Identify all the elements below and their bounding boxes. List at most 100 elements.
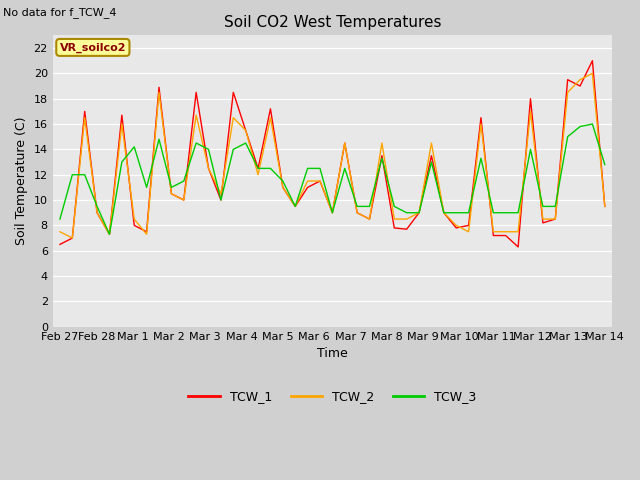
TCW_3 <box>267 166 275 171</box>
TCW_3 <box>552 204 559 209</box>
TCW_3 <box>452 210 460 216</box>
TCW_3 <box>316 166 324 171</box>
TCW_3 <box>279 178 287 184</box>
TCW_3 <box>539 204 547 209</box>
TCW_3 <box>390 204 398 209</box>
TCW_2 <box>68 235 76 241</box>
TCW_3 <box>217 197 225 203</box>
TCW_3 <box>56 216 64 222</box>
TCW_2 <box>279 184 287 190</box>
TCW_2 <box>465 229 472 235</box>
Line: TCW_2: TCW_2 <box>60 73 605 238</box>
TCW_1 <box>267 106 275 112</box>
TCW_3 <box>93 204 101 209</box>
TCW_3 <box>291 204 299 209</box>
TCW_3 <box>304 166 312 171</box>
TCW_2 <box>304 178 312 184</box>
TCW_1 <box>279 184 287 190</box>
TCW_1 <box>601 204 609 209</box>
TCW_2 <box>515 229 522 235</box>
Text: VR_soilco2: VR_soilco2 <box>60 42 126 52</box>
TCW_2 <box>502 229 509 235</box>
TCW_1 <box>490 233 497 239</box>
TCW_1 <box>131 223 138 228</box>
TCW_1 <box>477 115 485 120</box>
TCW_3 <box>378 156 386 161</box>
TCW_2 <box>180 197 188 203</box>
TCW_2 <box>143 231 150 237</box>
TCW_1 <box>93 210 101 216</box>
TCW_2 <box>168 191 175 197</box>
TCW_1 <box>56 241 64 247</box>
TCW_3 <box>155 136 163 142</box>
TCW_1 <box>155 84 163 90</box>
TCW_3 <box>168 184 175 190</box>
TCW_2 <box>254 172 262 178</box>
TCW_3 <box>515 210 522 216</box>
TCW_1 <box>576 83 584 89</box>
TCW_2 <box>552 216 559 222</box>
TCW_1 <box>390 225 398 231</box>
TCW_1 <box>465 223 472 228</box>
TCW_2 <box>378 140 386 146</box>
TCW_3 <box>68 172 76 178</box>
TCW_3 <box>131 144 138 150</box>
TCW_3 <box>490 210 497 216</box>
TCW_3 <box>81 172 88 178</box>
TCW_2 <box>192 112 200 118</box>
TCW_1 <box>168 191 175 197</box>
TCW_1 <box>81 108 88 114</box>
TCW_2 <box>390 216 398 222</box>
TCW_3 <box>254 166 262 171</box>
Legend: TCW_1, TCW_2, TCW_3: TCW_1, TCW_2, TCW_3 <box>184 385 481 408</box>
TCW_1 <box>217 197 225 203</box>
TCW_1 <box>254 166 262 171</box>
TCW_1 <box>230 89 237 95</box>
TCW_3 <box>106 231 113 237</box>
TCW_1 <box>328 210 336 216</box>
TCW_1 <box>143 229 150 235</box>
TCW_2 <box>527 108 534 114</box>
TCW_3 <box>328 210 336 216</box>
TCW_2 <box>539 216 547 222</box>
TCW_1 <box>552 216 559 222</box>
TCW_2 <box>118 121 125 127</box>
TCW_1 <box>353 210 361 216</box>
TCW_3 <box>143 184 150 190</box>
TCW_2 <box>589 71 596 76</box>
TCW_1 <box>589 58 596 63</box>
TCW_3 <box>205 146 212 152</box>
TCW_2 <box>415 210 423 216</box>
Line: TCW_3: TCW_3 <box>60 124 605 234</box>
TCW_3 <box>440 210 447 216</box>
TCW_1 <box>68 235 76 241</box>
TCW_2 <box>267 115 275 120</box>
TCW_1 <box>502 233 509 239</box>
Y-axis label: Soil Temperature (C): Soil Temperature (C) <box>15 117 28 245</box>
TCW_1 <box>291 204 299 209</box>
TCW_2 <box>564 89 572 95</box>
Line: TCW_1: TCW_1 <box>60 60 605 247</box>
TCW_2 <box>601 204 609 209</box>
TCW_1 <box>205 166 212 171</box>
X-axis label: Time: Time <box>317 347 348 360</box>
TCW_3 <box>477 156 485 161</box>
TCW_2 <box>242 128 250 133</box>
TCW_3 <box>230 146 237 152</box>
TCW_2 <box>205 166 212 171</box>
TCW_3 <box>403 210 410 216</box>
TCW_3 <box>415 210 423 216</box>
TCW_3 <box>180 178 188 184</box>
TCW_2 <box>93 210 101 216</box>
TCW_1 <box>242 128 250 133</box>
TCW_2 <box>353 210 361 216</box>
Title: Soil CO2 West Temperatures: Soil CO2 West Temperatures <box>223 15 441 30</box>
TCW_3 <box>601 162 609 168</box>
TCW_2 <box>576 77 584 83</box>
TCW_1 <box>118 112 125 118</box>
TCW_2 <box>452 223 460 228</box>
TCW_2 <box>316 178 324 184</box>
TCW_3 <box>527 146 534 152</box>
TCW_1 <box>341 140 349 146</box>
TCW_3 <box>341 166 349 171</box>
